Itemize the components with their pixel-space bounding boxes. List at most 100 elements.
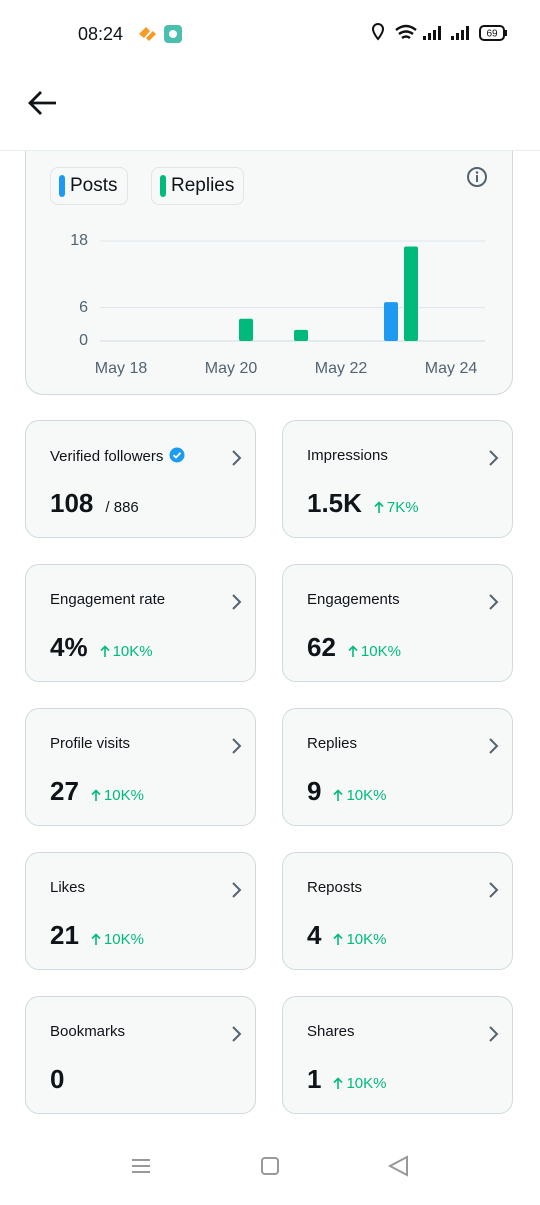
metric-value-text: 27: [50, 776, 79, 806]
x-tick-label: May 22: [315, 360, 368, 377]
up-arrow: [333, 933, 344, 945]
metric-change-text: 10K%: [112, 643, 153, 660]
metric-card[interactable]: Replies 9 10K%: [282, 708, 513, 826]
chevron: [232, 594, 242, 610]
system-icons: 69: [371, 22, 507, 41]
up-arrow: [91, 933, 101, 945]
x-tick-label: May 20: [205, 360, 258, 377]
metric-label-text: Engagement rate: [50, 591, 166, 608]
metric-label: Replies: [307, 735, 357, 752]
metric-change-text: 10K%: [360, 643, 401, 660]
metric-change: 10K%: [100, 643, 153, 660]
metric-value-text: 62: [307, 632, 336, 662]
legend-replies[interactable]: Replies: [151, 167, 244, 205]
metric-value-text: 1: [307, 1064, 322, 1094]
metric-label: Shares: [307, 1023, 355, 1040]
metric-label: Reposts: [307, 879, 362, 896]
metric-change: 10K%: [91, 787, 144, 804]
metric-label: Verified followers: [50, 447, 185, 465]
metric-value-text: 0: [50, 1064, 65, 1094]
metric-card[interactable]: Profile visits 27 10K%: [25, 708, 256, 826]
metric-value: 21 10K%: [50, 920, 144, 951]
metric-label-text: Impressions: [307, 447, 388, 464]
x-tick-label: May 18: [95, 360, 148, 377]
metric-total: / 886: [105, 499, 139, 516]
metric-label-text: Engagements: [307, 591, 400, 608]
legend-posts[interactable]: Posts: [50, 167, 128, 205]
metric-change-text: 10K%: [103, 787, 144, 804]
chevron: [232, 450, 242, 466]
metric-label: Engagements: [307, 591, 400, 608]
metric-label: Profile visits: [50, 735, 130, 752]
metric-value-text: 4%: [50, 632, 88, 662]
metric-value: 27 10K%: [50, 776, 144, 807]
metric-card[interactable]: Likes 21 10K%: [25, 852, 256, 970]
metric-change: 10K%: [333, 787, 387, 804]
metric-change-text: 10K%: [103, 931, 144, 948]
up-arrow: [333, 789, 344, 801]
metric-value: 4% 10K%: [50, 632, 153, 663]
legend-label: Posts: [70, 175, 118, 196]
bar: [404, 246, 418, 341]
chevron: [489, 594, 499, 610]
chevron: [489, 738, 499, 754]
metric-label-text: Bookmarks: [50, 1023, 126, 1040]
metric-value: 4 10K%: [307, 920, 387, 951]
metric-card[interactable]: Engagements 62 10K%: [282, 564, 513, 682]
metric-card[interactable]: Verified followers 108 / 886: [25, 420, 256, 538]
x-tick-label: May 24: [425, 360, 478, 377]
notification-icons: [139, 25, 182, 43]
metric-value: 62 10K%: [307, 632, 401, 663]
metric-value: 0: [50, 1064, 64, 1095]
metric-change-text: 10K%: [346, 1075, 387, 1092]
metric-card[interactable]: Shares 1 10K%: [282, 996, 513, 1114]
time: 08:24: [78, 24, 124, 44]
metric-value-text: 4: [307, 920, 322, 950]
metric-change-text: 10K%: [346, 931, 387, 948]
metric-change-text: 10K%: [346, 787, 387, 804]
chevron: [489, 1026, 499, 1042]
up-arrow: [374, 501, 384, 513]
y-tick-label: 18: [70, 232, 88, 249]
metric-value: 1 10K%: [307, 1064, 387, 1095]
legend-swatch: [160, 175, 166, 197]
metric-change: 10K%: [333, 931, 387, 948]
metric-label: Engagement rate: [50, 591, 165, 608]
metric-label-text: Verified followers: [50, 448, 164, 465]
metric-label: Bookmarks: [50, 1023, 125, 1040]
status-bar: 08:24 69: [0, 0, 540, 66]
metric-card[interactable]: Reposts 4 10K%: [282, 852, 513, 970]
metric-change: 10K%: [348, 643, 401, 660]
up-arrow: [100, 645, 110, 657]
verified-badge: [169, 447, 185, 463]
metric-value: 9 10K%: [307, 776, 387, 807]
chart-card: [25, 120, 513, 395]
metric-change-text: 7K%: [386, 499, 419, 516]
metric-value-text: 21: [50, 920, 79, 950]
up-arrow: [91, 789, 101, 801]
metric-change: 7K%: [374, 499, 419, 516]
legend-swatch: [59, 175, 65, 197]
bar: [384, 302, 398, 341]
nav-icons: [132, 1155, 408, 1177]
metric-label: Likes: [50, 879, 85, 896]
header: [0, 66, 540, 151]
info-icon[interactable]: [466, 166, 488, 188]
bar: [239, 318, 253, 341]
metric-value: 1.5K 7K%: [307, 488, 419, 519]
metric-card[interactable]: Bookmarks 0: [25, 996, 256, 1114]
nav-bar: [0, 1140, 540, 1200]
metric-card[interactable]: Impressions 1.5K 7K%: [282, 420, 513, 538]
y-tick-label: 6: [79, 299, 88, 316]
metric-value-text: 1.5K: [307, 488, 362, 518]
metric-change: 10K%: [333, 1075, 387, 1092]
chevron: [489, 882, 499, 898]
chart: 0 6 18 May 18 May 20 May 22 May 24: [70, 232, 485, 377]
metric-label-text: Likes: [50, 879, 86, 896]
battery-level: 69: [486, 29, 498, 40]
chevron: [489, 450, 499, 466]
metric-card[interactable]: Engagement rate 4% 10K%: [25, 564, 256, 682]
y-tick-label: 0: [79, 332, 88, 349]
back-button[interactable]: [26, 88, 60, 118]
